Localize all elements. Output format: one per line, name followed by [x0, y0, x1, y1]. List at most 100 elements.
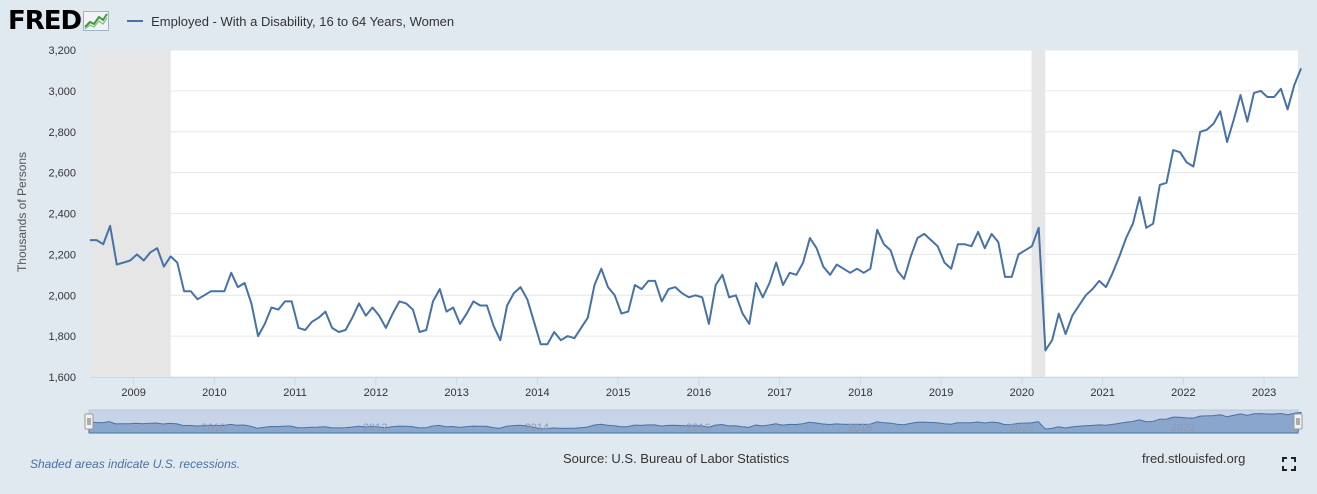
data-point: [869, 268, 871, 270]
data-point: [856, 268, 858, 270]
data-point: [217, 290, 219, 292]
data-point: [641, 288, 643, 290]
data-point: [621, 313, 623, 315]
data-point: [190, 290, 192, 292]
data-point: [849, 272, 851, 274]
fred-logo-chart-icon: [83, 11, 110, 31]
data-point: [446, 311, 448, 313]
data-point: [634, 284, 636, 286]
data-point: [661, 300, 663, 302]
data-point: [392, 313, 394, 315]
data-point: [567, 335, 569, 337]
data-point: [600, 268, 602, 270]
data-point: [795, 274, 797, 276]
data-point: [1199, 131, 1201, 133]
data-point: [176, 262, 178, 264]
data-point: [1280, 88, 1282, 90]
data-point: [1118, 255, 1120, 257]
data-point: [452, 307, 454, 309]
legend-item[interactable]: Employed - With a Disability, 16 to 64 Y…: [127, 14, 454, 29]
data-point: [102, 243, 104, 245]
navigator-left-handle[interactable]: [84, 413, 94, 430]
data-point: [762, 296, 764, 298]
data-point: [237, 286, 239, 288]
data-point: [1166, 182, 1168, 184]
data-point: [735, 294, 737, 296]
data-point: [1152, 223, 1154, 225]
data-point: [1240, 94, 1242, 96]
x-tick-label: 2023: [1252, 387, 1276, 399]
data-point: [324, 311, 326, 313]
data-point: [1004, 276, 1006, 278]
y-tick-label: 2,000: [48, 290, 76, 302]
data-point: [748, 323, 750, 325]
x-tick-label: 2016: [687, 387, 711, 399]
data-point: [466, 313, 468, 315]
navigator-right-handle[interactable]: [1293, 413, 1303, 430]
data-point: [123, 262, 125, 264]
data-point: [439, 288, 441, 290]
data-point: [271, 307, 273, 309]
navigator-year-label: 2010: [201, 422, 225, 434]
data-point: [755, 282, 757, 284]
fred-url-link[interactable]: fred.stlouisfed.org: [1142, 451, 1246, 466]
data-point: [1172, 149, 1174, 151]
data-point: [688, 296, 690, 298]
data-point: [345, 329, 347, 331]
y-tick-label: 2,800: [48, 127, 76, 139]
data-point: [607, 286, 609, 288]
data-point: [459, 323, 461, 325]
data-point: [930, 239, 932, 241]
x-tick-label: 2015: [606, 387, 630, 399]
data-point: [183, 290, 185, 292]
data-point: [923, 233, 925, 235]
data-point: [977, 231, 979, 233]
data-point: [674, 286, 676, 288]
data-point: [668, 288, 670, 290]
data-point: [695, 294, 697, 296]
data-point: [250, 302, 252, 304]
data-point: [681, 292, 683, 294]
y-tick-label: 3,000: [48, 86, 76, 98]
navigator-area: [88, 411, 1302, 434]
navigator-year-label: 2022: [1171, 422, 1195, 434]
data-point: [876, 229, 878, 231]
data-point: [802, 262, 804, 264]
source-text: Source: U.S. Bureau of Labor Statistics: [563, 451, 790, 466]
x-tick-label: 2014: [525, 387, 549, 399]
x-tick-label: 2022: [1171, 387, 1195, 399]
data-point: [984, 247, 986, 249]
data-point: [264, 323, 266, 325]
data-point: [950, 268, 952, 270]
data-point: [96, 239, 98, 241]
data-point: [412, 309, 414, 311]
fullscreen-icon[interactable]: [1282, 457, 1296, 471]
data-point: [304, 329, 306, 331]
data-point: [627, 311, 629, 313]
x-tick-label: 2013: [444, 387, 468, 399]
data-point: [782, 284, 784, 286]
data-point: [1179, 151, 1181, 153]
data-point: [170, 255, 172, 257]
data-point: [277, 309, 279, 311]
x-tick-label: 2010: [202, 387, 226, 399]
data-point: [991, 233, 993, 235]
data-point: [1058, 313, 1060, 315]
data-point: [1071, 315, 1073, 317]
data-point: [1024, 249, 1026, 251]
data-point: [398, 300, 400, 302]
data-point: [1139, 196, 1141, 198]
chart-svg: 1,600 1,800 2,000 2,200 2,400 2,600 2,800 3,000…: [15, 45, 1303, 434]
data-point: [701, 296, 703, 298]
data-point: [116, 264, 118, 266]
y-tick-label: 3,200: [48, 45, 76, 57]
data-point: [1044, 349, 1046, 351]
fred-logo[interactable]: FRED: [8, 6, 82, 36]
data-point: [789, 272, 791, 274]
data-point: [378, 315, 380, 317]
data-point: [506, 305, 508, 307]
data-point: [257, 335, 259, 337]
data-point: [937, 245, 939, 247]
data-point: [331, 327, 333, 329]
data-point: [1092, 288, 1094, 290]
